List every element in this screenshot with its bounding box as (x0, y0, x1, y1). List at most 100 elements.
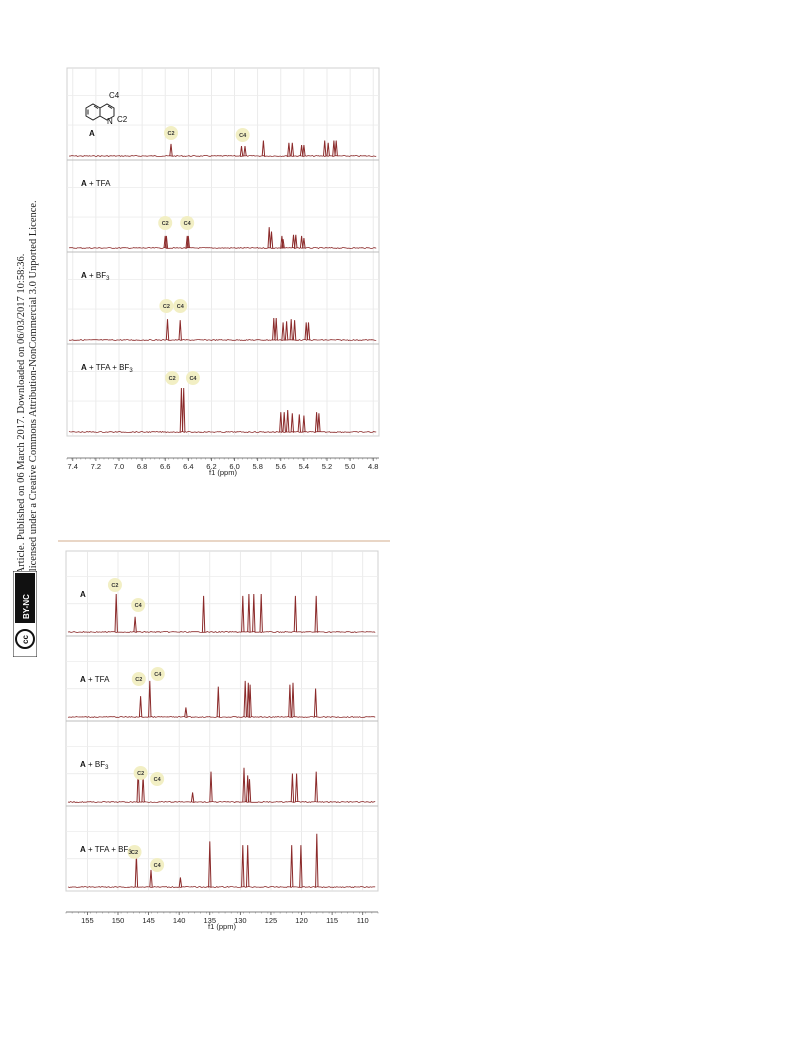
cc-licence-badge[interactable]: BY-NC cc (13, 571, 37, 657)
peak-badge-c2 (131, 672, 146, 686)
spectrum-peak (299, 845, 303, 888)
peak-badge-c4 (173, 299, 188, 313)
spectrum-peak (279, 412, 283, 433)
top-grid (66, 67, 380, 437)
spectrum-peak (247, 593, 251, 633)
panel-label: A (80, 590, 86, 599)
bottom-grid (65, 550, 379, 892)
c4-structure-label: C4 (109, 91, 120, 100)
peak-badge-c2 (159, 299, 174, 313)
spectrum-peak (302, 238, 306, 249)
spectrum-peak (282, 412, 286, 433)
x-tick-label: 6.0 (229, 462, 239, 471)
x-tick-label: 155 (81, 916, 94, 925)
spectrum-peak (291, 234, 296, 249)
bottom-panel-labels: A A + TFA A + BF3 A + TFA + BF3 (80, 590, 132, 856)
peak-badge-c4 (180, 216, 195, 230)
peak-badge-c4 (150, 667, 165, 681)
x-tick-label: 5.6 (276, 462, 286, 471)
badge-by-nc-text: BY-NC (22, 594, 31, 619)
peak-badge-label: C4 (135, 603, 143, 609)
x-tick-label: 7.2 (91, 462, 101, 471)
panel-label: A + BF3 (80, 760, 109, 771)
spectrum-peak (332, 140, 336, 157)
top-badges: C2 C4 C2 C4 C2 C4 C2 C4 (158, 126, 250, 385)
x-tick-label: 6.4 (183, 462, 193, 471)
x-tick-label: 6.8 (137, 462, 147, 471)
spectrum-peak (164, 235, 169, 249)
bottom-badges: C2 C4 C2 C4 C2 C4 C2 C4 (107, 578, 165, 872)
spectrum-peak (138, 696, 143, 718)
panel-label: A + TFA + BF3 (81, 363, 133, 374)
spectrum-peak (261, 140, 266, 157)
x-tick-label: 120 (295, 916, 308, 925)
spectrum-peak (314, 595, 318, 633)
spectrum-peak (306, 322, 311, 341)
peak-badge-c2 (127, 845, 142, 859)
spectrum-peak (239, 146, 244, 157)
spectrum-peak (243, 680, 247, 718)
panel-label: A + TFA (80, 675, 110, 684)
spectrum-peak (290, 845, 294, 888)
spectrum-peak (247, 779, 252, 803)
peak-badge-c4 (150, 858, 165, 872)
spectrum-peak (169, 143, 173, 157)
spectrum-peak (292, 320, 297, 341)
peak-badge-c4 (185, 371, 200, 385)
peak-badge-label: C4 (184, 221, 192, 227)
spectrum-peak (281, 322, 285, 341)
spectrum-peak (314, 771, 318, 803)
spectrum-peak (304, 322, 308, 341)
peak-badge-label: C2 (131, 850, 138, 856)
panel-label: A + TFA + BF3 (80, 845, 132, 856)
spectrum-peak (243, 146, 247, 157)
spectrum-peak (182, 387, 186, 433)
spectrum-peak (133, 616, 137, 633)
n-label: N (107, 117, 113, 126)
x-tick-label: 150 (112, 916, 125, 925)
peak-badge-label: C2 (169, 376, 176, 382)
spectrum-peak (252, 593, 256, 633)
x-tick-label: 115 (326, 916, 338, 925)
spectrum-trace (68, 431, 377, 433)
spectrum-peak (259, 593, 263, 633)
spectrum-peak (299, 144, 304, 157)
spectrum-peak (290, 413, 294, 433)
svg-text:cc: cc (21, 635, 30, 644)
peak-badge-label: C2 (162, 221, 169, 227)
peak-badge-label: C2 (167, 131, 174, 137)
cc-logo-icon (15, 629, 35, 649)
spectrum-peak (291, 682, 295, 718)
spectrum-peak (293, 595, 298, 633)
spectrum-peak (269, 231, 274, 249)
x-tick-label: 5.0 (345, 462, 355, 471)
peak-badge-label: C2 (163, 304, 170, 310)
peak-badge-label: C2 (137, 771, 144, 777)
spectrum-peak (334, 140, 338, 157)
spectrum-trace (68, 155, 377, 157)
peak-badge-label: C4 (189, 376, 197, 382)
panel-label: A + BF3 (81, 271, 110, 282)
spectrum-peak (326, 142, 330, 157)
spectrum-peak (294, 234, 298, 249)
peak-badge-c4 (150, 772, 165, 786)
quinoline-structure-icon (85, 103, 115, 121)
spectrum-peak (165, 319, 170, 341)
peak-badge-label: C4 (239, 133, 247, 139)
spectrum-peak (288, 684, 292, 718)
spectrum-peak (148, 680, 152, 718)
peak-badge-c2 (164, 126, 178, 140)
x-tick-label: 130 (234, 916, 247, 925)
spectrum-peak (201, 595, 206, 633)
spectrum-peak (272, 317, 276, 341)
peak-badge-c2 (158, 216, 173, 230)
spectrum-peak (287, 142, 291, 157)
x-tick-label: 6.2 (206, 462, 216, 471)
spectrum-peak (317, 413, 321, 433)
top-panel-labels: A A + TFA A + BF3 A + TFA + BF3 (81, 129, 133, 374)
peak-badge-label: C4 (177, 304, 185, 310)
spectrum-trace (67, 631, 376, 633)
spectrum-peak (248, 684, 252, 718)
spectrum-peak (190, 792, 195, 803)
